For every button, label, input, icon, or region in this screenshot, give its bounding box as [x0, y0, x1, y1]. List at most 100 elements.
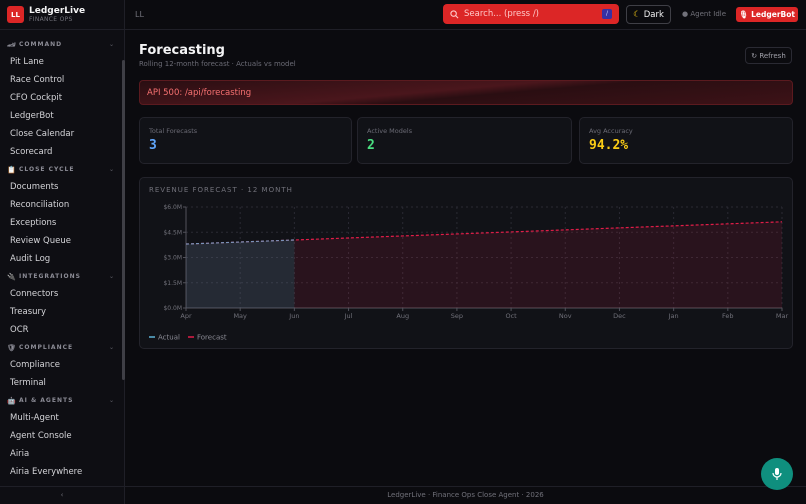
search-input[interactable]: Search... (press /) / [443, 4, 619, 24]
forecast-area [294, 221, 782, 308]
sidebar-item-ledgerbot[interactable]: LedgerBot [10, 111, 54, 121]
revenue-forecast-chart: $0.0M $1.5M $3.0M $4.5M $6.0M Apr May Jun Jul Aug… [149, 204, 789, 342]
section-title: AI & AGENTS [19, 397, 74, 404]
agent-status: ● Agent Idle [682, 10, 727, 18]
actual-area [186, 239, 295, 308]
breadcrumb: LL [135, 10, 144, 19]
kpi-label: Avg Accuracy [589, 127, 633, 135]
y-tick-label: $4.5M [163, 229, 182, 236]
mic-icon: 🎙 [739, 10, 749, 19]
section-icon: 🤖 [7, 396, 17, 405]
sidebar-item-race-control[interactable]: Race Control [10, 75, 65, 85]
voice-button[interactable] [761, 458, 793, 490]
revenue-forecast-chart-card: REVENUE FORECAST · 12 MONTH $0.0M $1.5M $3… [139, 177, 793, 349]
sidebar-item-reconciliation[interactable]: Reconciliation [10, 200, 70, 210]
section-header-compliance[interactable]: 🛡 COMPLIANCE ⌄ [0, 339, 121, 356]
sidebar-item-airia-everywhere[interactable]: Airia Everywhere [10, 467, 83, 477]
shortcut-badge: / [602, 9, 612, 19]
sidebar-item-pit-lane[interactable]: Pit Lane [10, 57, 44, 67]
kpi-value: 3 [149, 138, 157, 153]
sidebar-item-audit-log[interactable]: Audit Log [10, 254, 51, 264]
app-subtitle: FINANCE OPS [29, 16, 73, 23]
y-tick-label: $3.0M [163, 255, 182, 262]
page-subtitle: Rolling 12-month forecast · Actuals vs m… [139, 60, 296, 68]
legend-label-forecast: Forecast [197, 334, 227, 342]
section-header-close-cycle[interactable]: 📋 CLOSE CYCLE ⌄ [0, 161, 121, 178]
sidebar-item-multi-agent[interactable]: Multi-Agent [10, 413, 59, 423]
footer: LedgerLive · Finance Ops Close Agent · 2… [125, 486, 806, 504]
legend-label-actual: Actual [158, 334, 180, 342]
x-tick-label: Jul [344, 312, 353, 320]
search-icon [450, 9, 459, 18]
y-tick-label: $1.5M [163, 280, 182, 287]
x-tick-label: Mar [776, 312, 789, 320]
chevron-down-icon[interactable]: ⌄ [108, 166, 115, 173]
theme-label: Dark [643, 9, 664, 20]
sidebar-item-review-queue[interactable]: Review Queue [10, 236, 71, 246]
kpi-total-forecasts: Total Forecasts 3 [139, 117, 352, 164]
x-tick-label: Jan [668, 312, 679, 320]
x-tick-label: Dec [613, 312, 626, 320]
section-header-ai-agents[interactable]: 🤖 AI & AGENTS ⌄ [0, 392, 121, 409]
kpi-avg-accuracy: Avg Accuracy 94.2% [579, 117, 793, 164]
collapse-sidebar-button[interactable]: ‹ [0, 486, 124, 504]
kpi-label: Total Forecasts [149, 127, 198, 135]
kpi-value: 2 [367, 138, 375, 153]
kpi-label: Active Models [367, 127, 413, 135]
x-tick-label: Nov [559, 312, 572, 320]
sidebar-scrollbar[interactable] [122, 60, 125, 380]
section-header-integrations[interactable]: 🔌 INTEGRATIONS ⌄ [0, 268, 121, 285]
ledgerbot-label: LedgerBot [751, 10, 795, 19]
sidebar-item-scorecard[interactable]: Scorecard [10, 147, 53, 157]
forecast-line [185, 221, 783, 245]
sidebar-item-airia[interactable]: Airia [10, 449, 30, 459]
chart-title: REVENUE FORECAST · 12 MONTH [149, 186, 293, 194]
moon-icon: ☾ [633, 9, 641, 20]
sidebar-item-compliance[interactable]: Compliance [10, 360, 61, 370]
sidebar: LL LedgerLive FINANCE OPS 🏎 COMMAND ⌄ Pit La… [0, 0, 125, 504]
sidebar-item-terminal[interactable]: Terminal [10, 378, 46, 388]
search-placeholder: Search... (press /) [464, 9, 539, 19]
x-tick-label: Sep [451, 312, 463, 320]
sidebar-nav: 🏎 COMMAND ⌄ Pit Lane Race Control CFO Cockpit… [0, 36, 121, 481]
sidebar-item-documents[interactable]: Documents [10, 182, 59, 192]
section-header-command[interactable]: 🏎 COMMAND ⌄ [0, 36, 121, 53]
section-icon: 🛡 [7, 343, 17, 352]
chevron-down-icon[interactable]: ⌄ [108, 397, 115, 404]
top-bar: LL Search... (press /) / ☾ Dark ● Agent I… [125, 0, 806, 30]
sidebar-item-exceptions[interactable]: Exceptions [10, 218, 57, 228]
theme-toggle[interactable]: ☾ Dark [626, 5, 671, 24]
x-tick-label: Oct [505, 312, 517, 320]
error-banner: API 500: /api/forecasting [139, 80, 793, 105]
page-title: Forecasting [139, 43, 225, 58]
section-title: INTEGRATIONS [19, 273, 81, 280]
sidebar-item-ocr[interactable]: OCR [10, 325, 29, 335]
brand[interactable]: LL LedgerLive FINANCE OPS [0, 0, 124, 30]
microphone-icon [772, 468, 782, 480]
x-tick-label: Apr [180, 312, 192, 320]
sidebar-item-close-calendar[interactable]: Close Calendar [10, 129, 75, 139]
section-title: COMMAND [19, 41, 63, 48]
section-icon: 🏎 [7, 40, 17, 49]
x-tick-label: Aug [396, 312, 409, 320]
sidebar-item-treasury[interactable]: Treasury [10, 307, 47, 317]
logo: LL [7, 6, 24, 23]
chevron-down-icon[interactable]: ⌄ [108, 41, 115, 48]
x-tick-label: Jun [288, 312, 299, 320]
section-icon: 🔌 [7, 272, 17, 281]
sidebar-item-agent-console[interactable]: Agent Console [10, 431, 72, 441]
ledgerbot-button[interactable]: 🎙 LedgerBot [736, 7, 798, 22]
sidebar-item-connectors[interactable]: Connectors [10, 289, 59, 299]
section-title: COMPLIANCE [19, 344, 74, 351]
refresh-button[interactable]: ↻ Refresh [745, 47, 792, 64]
app-name: LedgerLive [29, 6, 86, 16]
sidebar-item-cfo-cockpit[interactable]: CFO Cockpit [10, 93, 63, 103]
actual-line [185, 239, 295, 245]
chevron-down-icon[interactable]: ⌄ [108, 273, 115, 280]
x-tick-label: Feb [722, 312, 734, 320]
section-title: CLOSE CYCLE [19, 166, 75, 173]
kpi-value: 94.2% [589, 138, 629, 153]
x-tick-label: May [233, 312, 247, 320]
y-tick-label: $0.0M [163, 305, 182, 312]
chevron-down-icon[interactable]: ⌄ [108, 344, 115, 351]
